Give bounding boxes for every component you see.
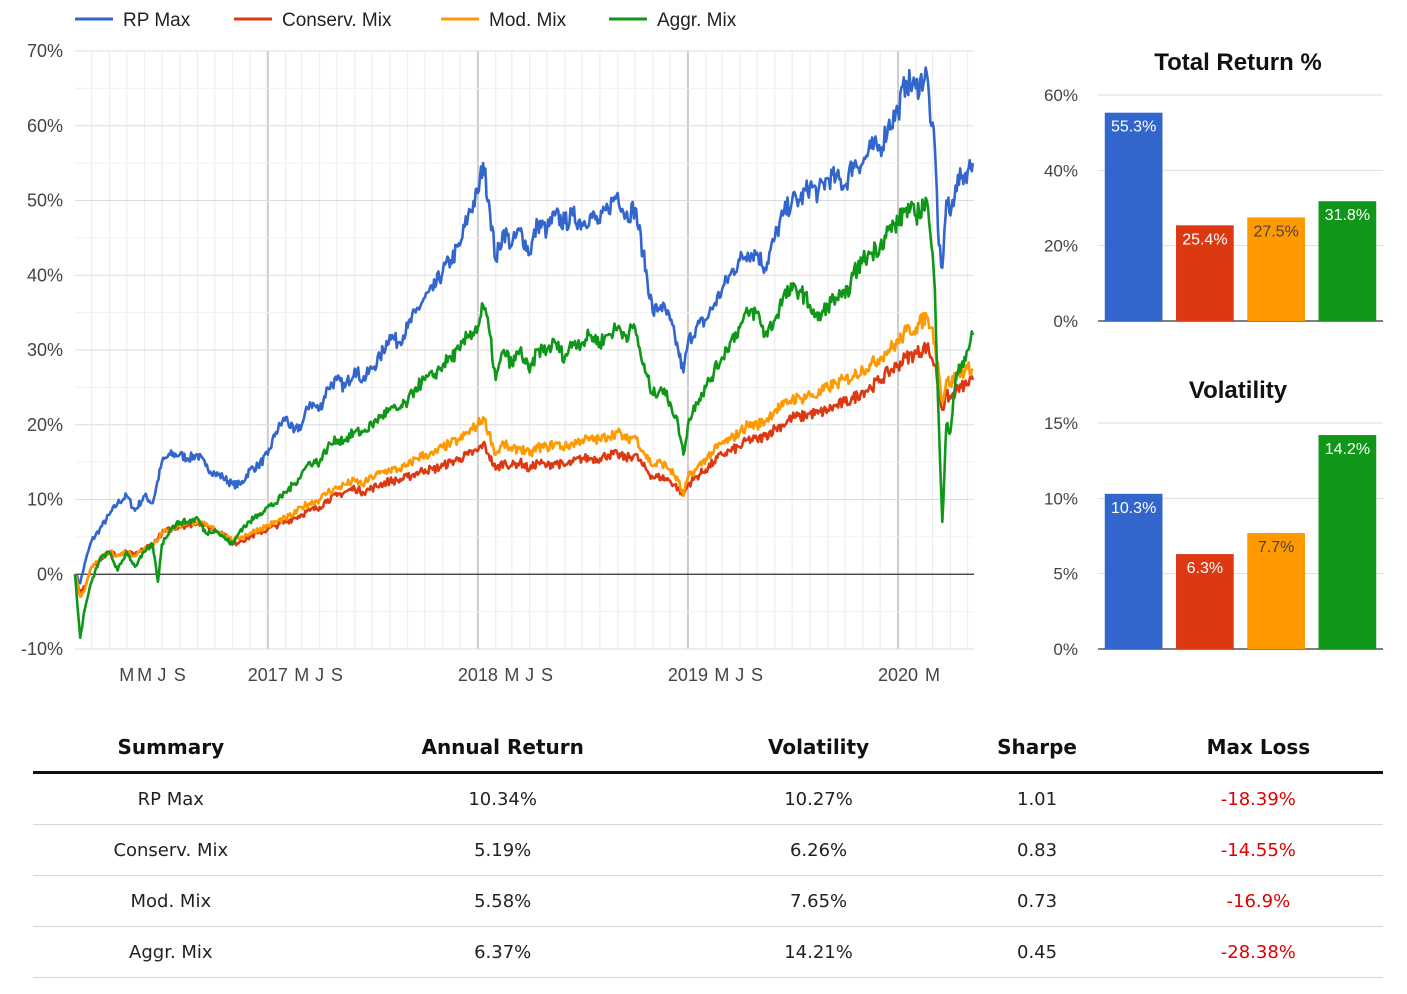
volatility-bar-chart: Volatility 15% 10% 5% 0% 10.3% 6.3% 7.7% 14.2% xyxy=(1044,377,1383,659)
bar-value-label: 10.3% xyxy=(1111,500,1156,517)
legend-label: RP Max xyxy=(123,10,191,31)
line-chart: 70%60%50%40%30%20%10%0%-10%M M J S 2017 M J S 20… xyxy=(21,10,975,685)
x-tick-label: M xyxy=(119,665,134,685)
y-tick-label: -10% xyxy=(21,639,63,659)
bar-value-label: 31.8% xyxy=(1325,207,1370,224)
cell-annual-return: 6.37% xyxy=(308,926,697,978)
bar xyxy=(1176,225,1234,321)
x-tick-label: M xyxy=(714,665,729,685)
cell-volatility: 7.65% xyxy=(696,875,941,927)
x-tick-label: J xyxy=(157,665,166,685)
x-tick-label: M xyxy=(137,665,152,685)
cell-volatility: 6.26% xyxy=(696,824,941,876)
legend-label: Conserv. Mix xyxy=(282,10,392,31)
series-line xyxy=(73,196,975,640)
bar-y-tick-label: 5% xyxy=(1053,565,1078,584)
cell-sharpe: 1.01 xyxy=(940,772,1134,825)
cell-max-loss: -28.38% xyxy=(1133,926,1383,978)
bar-chart-title: Volatility xyxy=(1189,377,1288,404)
x-tick-label: S xyxy=(331,665,343,685)
x-tick-label: 2017 xyxy=(248,665,288,685)
bar-y-tick-label: 0% xyxy=(1053,640,1078,659)
y-tick-label: 40% xyxy=(27,265,63,285)
cell-name: Aggr. Mix xyxy=(33,926,309,978)
table-row: RP Max 10.34% 10.27% 1.01 -18.39% xyxy=(33,772,1383,825)
bar-y-tick-label: 0% xyxy=(1053,312,1078,331)
cell-annual-return: 5.19% xyxy=(308,824,697,876)
x-tick-label: M xyxy=(925,665,940,685)
table-row: Aggr. Mix 6.37% 14.21% 0.45 -28.38% xyxy=(33,926,1383,978)
table-row: Mod. Mix 5.58% 7.65% 0.73 -16.9% xyxy=(33,875,1383,927)
y-tick-label: 10% xyxy=(27,490,63,510)
bar-value-label: 7.7% xyxy=(1258,539,1294,556)
bar-value-label: 14.2% xyxy=(1325,441,1370,458)
cell-max-loss: -18.39% xyxy=(1133,772,1383,825)
total-return-bar-chart: Total Return % 60% 40% 20% 0% 55.3% 25.4% 27.5%… xyxy=(1044,49,1383,331)
y-tick-label: 50% xyxy=(27,191,63,211)
legend-label: Mod. Mix xyxy=(489,10,567,31)
bar-chart-title: Total Return % xyxy=(1154,49,1322,76)
cell-sharpe: 0.73 xyxy=(940,875,1134,927)
summary-table: Summary Annual Return Volatility Sharpe … xyxy=(33,722,1383,978)
cell-sharpe: 0.45 xyxy=(940,926,1134,978)
x-tick-label: S xyxy=(751,665,763,685)
x-tick-label: J xyxy=(525,665,534,685)
bar-value-label: 25.4% xyxy=(1182,231,1227,248)
cell-sharpe: 0.83 xyxy=(940,824,1134,876)
bar xyxy=(1104,493,1163,649)
cell-max-loss: -14.55% xyxy=(1133,824,1383,876)
cell-annual-return: 10.34% xyxy=(308,772,697,825)
y-tick-label: 60% xyxy=(27,116,63,136)
bar-y-tick-label: 20% xyxy=(1044,237,1078,256)
series-line xyxy=(73,66,975,585)
legend-label: Aggr. Mix xyxy=(657,10,737,31)
table-header-row: Summary Annual Return Volatility Sharpe … xyxy=(33,722,1383,774)
header-annual-return: Annual Return xyxy=(308,722,697,774)
bar-y-tick-label: 40% xyxy=(1044,161,1078,180)
bar xyxy=(1247,532,1305,649)
bar-value-label: 27.5% xyxy=(1253,223,1298,240)
y-tick-label: 0% xyxy=(37,564,63,584)
bar-y-tick-label: 15% xyxy=(1044,414,1078,433)
cell-name: RP Max xyxy=(33,772,309,825)
x-tick-label: S xyxy=(174,665,186,685)
bar-value-label: 6.3% xyxy=(1187,560,1223,577)
cell-volatility: 14.21% xyxy=(696,926,941,978)
bar xyxy=(1318,435,1377,649)
x-tick-label: S xyxy=(541,665,553,685)
x-tick-label: J xyxy=(735,665,744,685)
series-line xyxy=(73,311,974,599)
cell-annual-return: 5.58% xyxy=(308,875,697,927)
y-tick-label: 30% xyxy=(27,340,63,360)
bar xyxy=(1318,201,1377,321)
bar-y-tick-label: 60% xyxy=(1044,86,1078,105)
bar-value-label: 55.3% xyxy=(1111,119,1156,136)
x-tick-label: M xyxy=(504,665,519,685)
y-tick-label: 70% xyxy=(27,41,63,61)
header-summary: Summary xyxy=(33,722,309,774)
cell-volatility: 10.27% xyxy=(696,772,941,825)
x-tick-label: 2018 xyxy=(458,665,498,685)
bar xyxy=(1176,554,1234,649)
bar xyxy=(1104,112,1163,321)
y-tick-label: 20% xyxy=(27,415,63,435)
x-tick-label: J xyxy=(315,665,324,685)
x-tick-label: M xyxy=(294,665,309,685)
cell-name: Mod. Mix xyxy=(33,875,309,927)
table-row: Conserv. Mix 5.19% 6.26% 0.83 -14.55% xyxy=(33,824,1383,876)
x-tick-label: 2020 xyxy=(878,665,918,685)
cell-max-loss: -16.9% xyxy=(1133,875,1383,927)
header-max-loss: Max Loss xyxy=(1133,722,1383,774)
x-tick-label: 2019 xyxy=(668,665,708,685)
cell-name: Conserv. Mix xyxy=(33,824,309,876)
header-volatility: Volatility xyxy=(696,722,941,774)
bar-y-tick-label: 10% xyxy=(1044,489,1078,508)
header-sharpe: Sharpe xyxy=(940,722,1134,774)
bar xyxy=(1247,217,1305,321)
